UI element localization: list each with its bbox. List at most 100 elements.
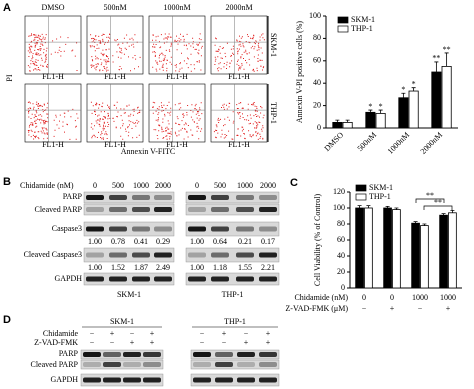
blot-band <box>259 195 277 200</box>
blot-band <box>132 195 150 200</box>
blot-band <box>236 252 254 258</box>
x-tick-label: 500nM <box>355 130 378 153</box>
blot-band <box>259 226 277 232</box>
bar <box>355 207 364 289</box>
blot-band <box>211 207 229 212</box>
blot-band <box>103 352 121 357</box>
band-label: Cleaved PARP <box>35 205 83 214</box>
dose-label: 2000 <box>260 181 276 190</box>
y-axis-label: PI <box>5 74 14 81</box>
panel-label: D <box>3 314 11 326</box>
blot-band <box>236 207 254 212</box>
quant-value: 1.00 <box>190 263 204 272</box>
column-header: 1000nM <box>163 3 190 12</box>
bar <box>364 207 373 289</box>
treatment-sign: + <box>150 338 155 347</box>
y-axis-label: Annexin V-PI positive cells (%) <box>295 21 304 124</box>
condition-value: − <box>418 304 423 313</box>
axis-caption: FL1-H <box>166 72 188 81</box>
significance: * <box>401 85 405 94</box>
blot-band <box>154 195 172 200</box>
blot-band <box>211 276 229 282</box>
flow-plot <box>86 15 144 75</box>
quant-value: 1.00 <box>88 263 102 272</box>
quant-value: 1.87 <box>134 263 148 272</box>
condition-value: 1000 <box>440 293 456 302</box>
significance: * <box>368 102 372 111</box>
blot-background <box>83 247 175 263</box>
y-tick-label: 120 <box>333 187 345 196</box>
blot-band <box>86 226 104 232</box>
blot-background <box>83 203 175 216</box>
legend-swatch <box>355 193 367 201</box>
blot-band <box>259 352 277 357</box>
axis-caption: FL1-H <box>104 72 126 81</box>
treatment-label: Chidamide (nM) <box>20 181 74 190</box>
treatment-sign: + <box>266 338 271 347</box>
y-tick-label: 20 <box>337 267 345 276</box>
axis-caption: FL1-H <box>42 72 64 81</box>
bracket-label: ** <box>434 198 442 207</box>
band-label: PARP <box>63 192 83 201</box>
band-label: GAPDH <box>50 375 78 384</box>
flow-plot <box>24 83 82 143</box>
condition-value: + <box>390 304 395 313</box>
flow-dots <box>152 33 203 72</box>
blot-band <box>237 352 255 357</box>
blot-background <box>185 203 280 216</box>
x-tick-label: 2000nM <box>419 130 445 156</box>
error-bar <box>422 223 427 226</box>
legend-label: THP-1 <box>369 192 391 201</box>
blot-band <box>188 207 206 212</box>
blot-band <box>123 352 141 357</box>
quant-value: 1.00 <box>190 237 204 246</box>
dose-label: 1000 <box>133 181 149 190</box>
blot-band <box>236 276 254 282</box>
column-header: DMSO <box>41 3 64 12</box>
blot-background <box>190 349 280 360</box>
error-bar <box>444 52 449 67</box>
column-header: 500nM <box>103 3 126 12</box>
blot-background <box>83 221 175 237</box>
dose-label: 2000 <box>155 181 171 190</box>
bar <box>332 122 343 129</box>
blot-band <box>109 252 127 258</box>
blot-band <box>188 252 206 258</box>
significance: * <box>412 80 416 89</box>
blot-band <box>193 362 211 367</box>
blot-band <box>211 252 229 258</box>
significance: ** <box>443 45 451 54</box>
treatment-sign: − <box>200 329 205 338</box>
blot-band <box>86 195 104 200</box>
x-tick-label: 1000nM <box>386 130 412 156</box>
blot-band <box>259 377 277 383</box>
blot-band <box>188 276 206 282</box>
treatment-sign: − <box>110 338 115 347</box>
flow-plot <box>148 83 206 143</box>
cell-line-label: SKM-1 <box>110 317 134 326</box>
y-tick-label: 80 <box>337 219 345 228</box>
bar <box>392 209 401 289</box>
panel-label: C <box>290 177 298 189</box>
blot-band <box>86 276 104 282</box>
band-label: Cleaved PARP <box>31 360 79 369</box>
blot-background <box>80 373 164 387</box>
error-bar <box>434 61 439 72</box>
bracket-label: ** <box>426 191 434 200</box>
y-tick-label: 80 <box>313 33 321 42</box>
quant-value: 2.21 <box>261 263 275 272</box>
bar <box>439 214 448 289</box>
bar <box>383 207 392 289</box>
row-label: THP-1 <box>269 102 278 124</box>
blot-band <box>188 195 206 200</box>
blot-band <box>109 195 127 200</box>
blot-background <box>185 191 280 204</box>
dose-label: 500 <box>112 181 124 190</box>
blot-band <box>215 362 233 367</box>
blot-band <box>103 362 121 367</box>
panel-label: A <box>3 2 11 14</box>
blot-background <box>80 359 164 370</box>
axis-caption: FL1-H <box>42 140 64 149</box>
bar <box>375 113 386 129</box>
